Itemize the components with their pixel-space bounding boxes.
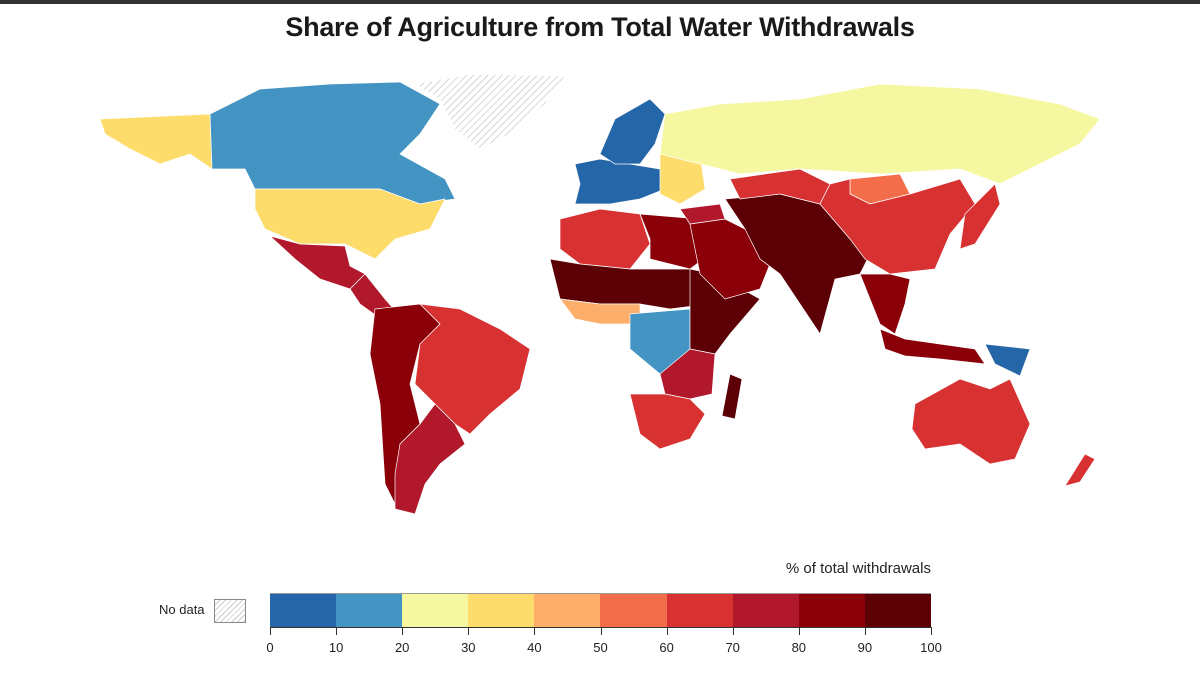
scale-bin-0-10 <box>270 594 337 628</box>
tick-label: 10 <box>328 640 344 655</box>
tick-label: 20 <box>394 640 410 655</box>
region-japan <box>959 183 1001 250</box>
region-north-africa <box>559 208 651 270</box>
tick-mark <box>402 627 404 635</box>
no-data-label: No data <box>159 602 205 617</box>
scale-bin-90-100 <box>864 594 931 628</box>
tick-mark <box>600 627 602 635</box>
region-argentina <box>394 403 466 515</box>
region-new-zealand <box>1064 453 1096 487</box>
tick-mark <box>336 627 338 635</box>
tick-mark <box>468 627 470 635</box>
region-canada <box>209 81 456 205</box>
region-turkey <box>679 203 726 225</box>
tick-mark <box>666 627 668 635</box>
tick-label: 30 <box>461 640 476 655</box>
tick-mark <box>798 627 800 635</box>
region-western-europe <box>574 158 666 205</box>
tick-mark <box>864 627 866 635</box>
tick-mark <box>270 627 271 635</box>
region-southeast-asia <box>859 273 911 335</box>
no-data-swatch <box>214 599 246 623</box>
region-russia <box>659 83 1101 185</box>
tick-mark <box>732 627 734 635</box>
region-brazil <box>414 303 531 435</box>
scale-bin-60-70 <box>666 594 733 628</box>
tick-mark <box>931 627 932 635</box>
legend-title: % of total withdrawals <box>785 560 931 577</box>
tick-label: 50 <box>593 640 608 655</box>
scale-bin-70-80 <box>732 594 799 628</box>
color-scale <box>270 593 931 628</box>
world-map <box>99 73 1101 515</box>
region-southern-africa <box>629 393 706 450</box>
region-scandinavia <box>599 98 666 165</box>
tick-label: 90 <box>857 640 873 655</box>
region-papua-new-guinea <box>984 343 1031 377</box>
tick-label: 70 <box>725 640 740 655</box>
region-china <box>819 178 976 275</box>
region-indonesia <box>879 328 986 365</box>
tick-label: 0 <box>266 640 274 655</box>
region-madagascar <box>721 373 743 420</box>
region-greenland <box>414 73 566 150</box>
scale-bin-40-50 <box>534 594 601 628</box>
region-united-states <box>254 188 446 260</box>
region-alaska <box>99 113 213 170</box>
tick-label: 40 <box>527 640 542 655</box>
map-title: Share of Agriculture from Total Water Wi… <box>285 12 915 42</box>
scale-bin-10-20 <box>336 594 403 628</box>
scale-bin-50-60 <box>600 594 667 628</box>
scale-bin-30-40 <box>468 594 535 628</box>
tick-label: 100 <box>920 640 942 655</box>
tick-label: 80 <box>791 640 807 655</box>
scale-bin-80-90 <box>798 594 865 628</box>
scale-bin-20-30 <box>402 594 469 628</box>
region-australia <box>911 378 1031 465</box>
tick-mark <box>534 627 536 635</box>
tick-label: 60 <box>659 640 674 655</box>
